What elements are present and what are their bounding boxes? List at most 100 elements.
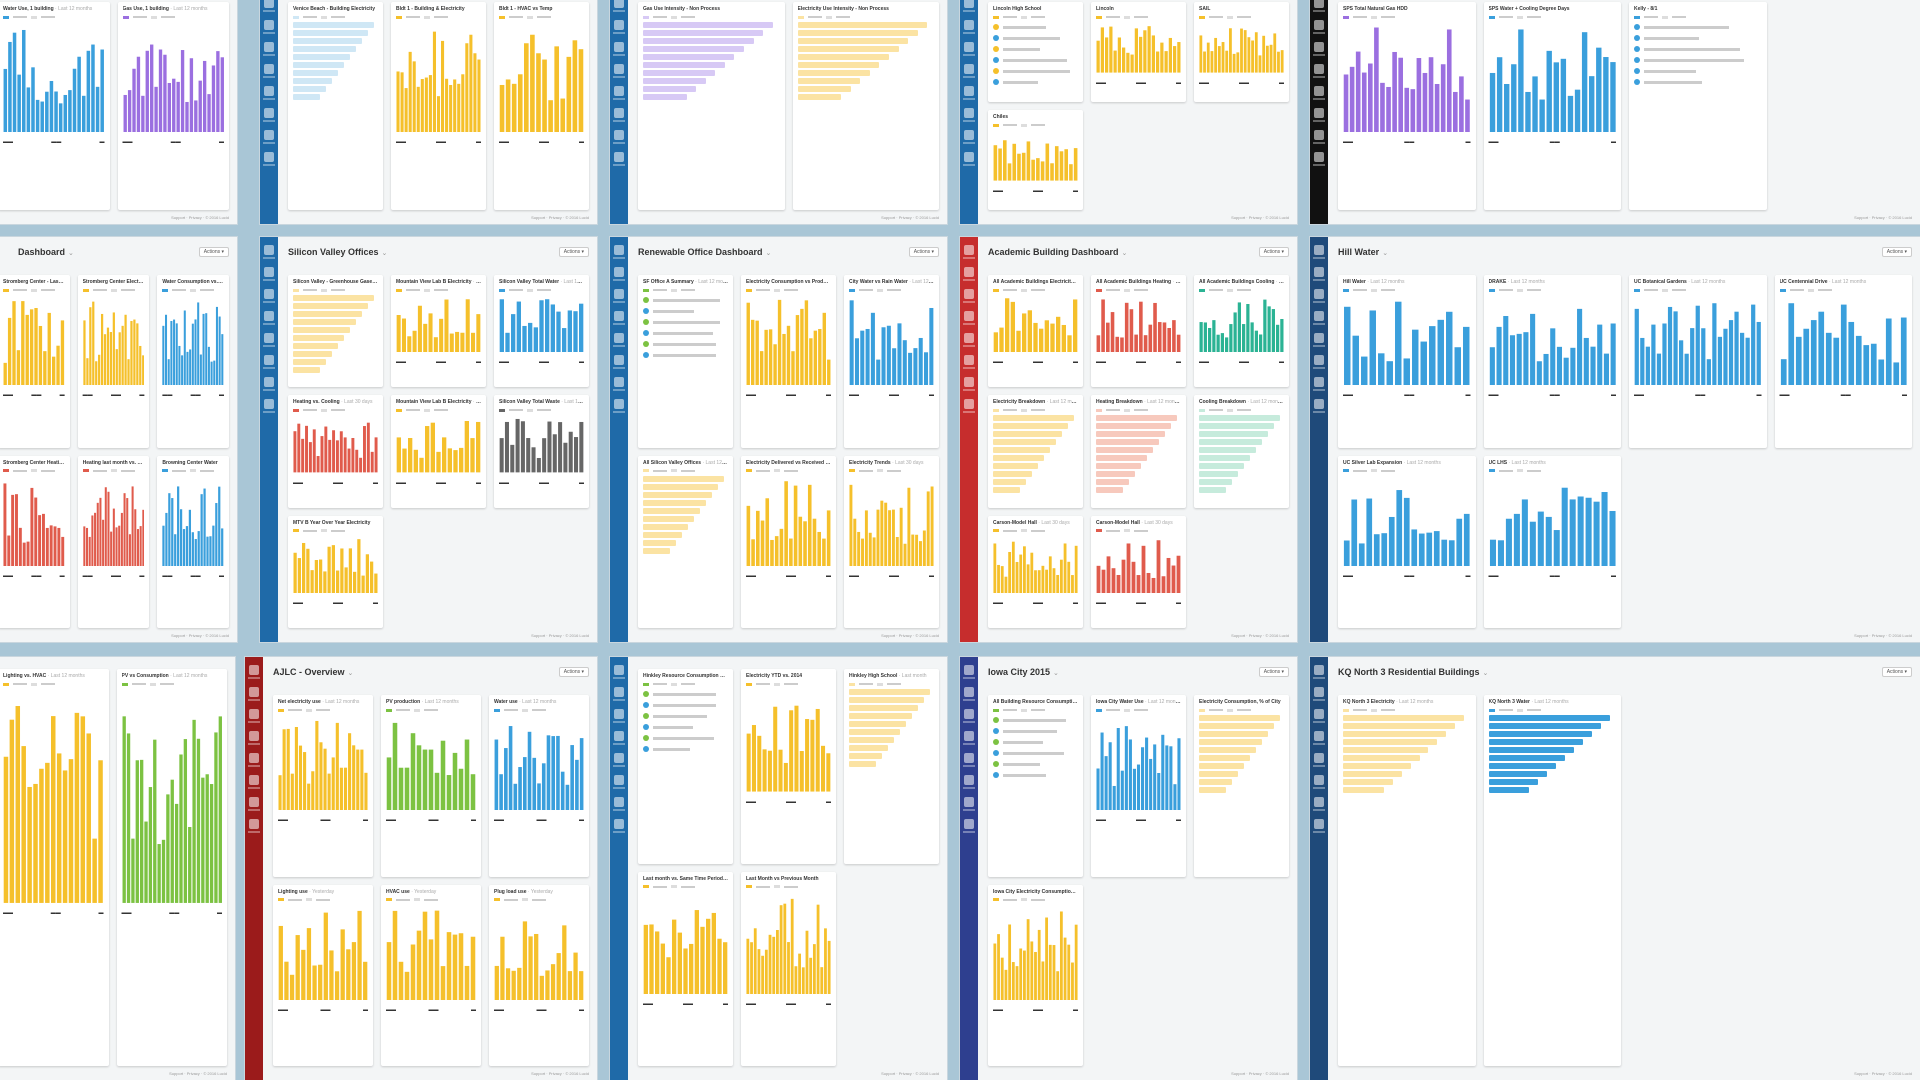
chevron-down-icon[interactable]: ⌄ <box>1482 670 1489 677</box>
dashboard-card[interactable]: Water Use, 1 building · Last 12 months ▬▬… <box>0 2 110 210</box>
nav-icon[interactable] <box>614 130 624 140</box>
dashboard-card[interactable]: Water Consumption vs. Outdoor Temperatur… <box>157 275 229 448</box>
footer-links[interactable]: Support · Privacy · © 2016 Lucid <box>1854 1071 1912 1076</box>
dashboard-card[interactable]: Kelly - 8/1 <box>1629 2 1767 210</box>
nav-icon[interactable] <box>264 289 274 299</box>
nav-icon[interactable] <box>264 108 274 118</box>
nav-icon[interactable] <box>614 152 624 162</box>
nav-icon[interactable] <box>964 775 974 785</box>
nav-icon[interactable] <box>614 731 624 741</box>
nav-icon[interactable] <box>249 753 259 763</box>
dashboard-title[interactable]: Dashboard ⌄ <box>18 247 74 257</box>
actions-button[interactable]: Actions ▾ <box>198 247 229 257</box>
nav-icon[interactable] <box>249 819 259 829</box>
nav-icon[interactable] <box>249 665 259 675</box>
nav-icon[interactable] <box>964 753 974 763</box>
nav-icon[interactable] <box>264 0 274 8</box>
dashboard-card[interactable]: Lighting vs. HVAC · Last 12 months ▬▬ ▬▬ ▬ <box>0 669 109 1066</box>
nav-icon[interactable] <box>1314 709 1324 719</box>
dashboard-card[interactable]: All Academic Buildings Electricity · Las… <box>988 275 1083 388</box>
dashboard-card[interactable]: KQ North 3 Electricity · Last 12 months <box>1338 695 1476 1066</box>
nav-icon[interactable] <box>964 20 974 30</box>
actions-button[interactable]: Actions ▾ <box>1881 667 1912 677</box>
chevron-down-icon[interactable]: ⌄ <box>68 250 74 257</box>
nav-icon[interactable] <box>1314 731 1324 741</box>
dashboard-card[interactable]: Bldt 1 - Building & Electricity ▬▬ ▬▬ ▬ <box>391 2 486 210</box>
nav-icon[interactable] <box>264 86 274 96</box>
dashboard-card[interactable]: Lighting use · Yesterday ▬▬ ▬▬ ▬ <box>273 884 373 1066</box>
dashboard-card[interactable]: Electricity Delivered vs Received · Last… <box>741 455 836 628</box>
dashboard-card[interactable]: Gas Use, 1 building · Last 12 months ▬▬ ▬▬… <box>117 2 229 210</box>
chevron-down-icon[interactable]: ⌄ <box>347 670 354 677</box>
dashboard-card[interactable]: Stromberg Center - Last Month vs. Previo… <box>0 275 70 448</box>
nav-icon[interactable] <box>614 819 624 829</box>
nav-icon[interactable] <box>964 819 974 829</box>
nav-icon[interactable] <box>964 130 974 140</box>
nav-icon[interactable] <box>614 289 624 299</box>
nav-icon[interactable] <box>264 355 274 365</box>
dashboard-title[interactable]: Academic Building Dashboard ⌄ <box>988 247 1128 257</box>
dashboard-card[interactable]: All Academic Buildings Cooling · Last 12… <box>1194 275 1289 388</box>
nav-icon[interactable] <box>264 311 274 321</box>
footer-links[interactable]: Support · Privacy · © 2016 Lucid <box>881 215 939 220</box>
dashboard-card[interactable]: Mountain View Lab B Electricity · Last 1… <box>391 275 486 388</box>
nav-icon[interactable] <box>964 311 974 321</box>
nav-icon[interactable] <box>1314 377 1324 387</box>
nav-icon[interactable] <box>614 245 624 255</box>
chevron-down-icon[interactable]: ⌄ <box>765 250 772 257</box>
nav-icon[interactable] <box>1314 797 1324 807</box>
actions-button[interactable]: Actions ▾ <box>908 247 939 257</box>
dashboard-card[interactable]: Browning Center Water ▬▬ ▬▬ ▬ <box>157 455 229 628</box>
nav-icon[interactable] <box>964 709 974 719</box>
actions-button[interactable]: Actions ▾ <box>558 247 589 257</box>
footer-links[interactable]: Support · Privacy · © 2016 Lucid <box>1854 215 1912 220</box>
footer-links[interactable]: Support · Privacy · © 2016 Lucid <box>531 633 589 638</box>
nav-icon[interactable] <box>964 355 974 365</box>
footer-links[interactable]: Support · Privacy · © 2016 Lucid <box>169 1071 227 1076</box>
dashboard-card[interactable]: Last month vs. Same Time Period Last Yea… <box>638 871 733 1066</box>
actions-button[interactable]: Actions ▾ <box>558 667 589 677</box>
nav-icon[interactable] <box>964 0 974 8</box>
dashboard-title[interactable]: KQ North 3 Residential Buildings ⌄ <box>1338 667 1489 677</box>
footer-links[interactable]: Support · Privacy · © 2016 Lucid <box>1231 633 1289 638</box>
dashboard-card[interactable]: Carson-Model Hall · Last 30 days ▬▬ ▬▬ ▬ <box>1091 515 1186 628</box>
dashboard-title[interactable]: Iowa City 2015 ⌄ <box>988 667 1059 677</box>
actions-button[interactable]: Actions ▾ <box>1881 247 1912 257</box>
dashboard-card[interactable]: Chiles ▬▬ ▬▬ ▬ <box>988 110 1083 210</box>
nav-icon[interactable] <box>264 64 274 74</box>
nav-icon[interactable] <box>614 797 624 807</box>
nav-icon[interactable] <box>264 130 274 140</box>
dashboard-card[interactable]: MTV B Year Over Year Electricity ▬▬ ▬▬ ▬ <box>288 515 383 628</box>
dashboard-card[interactable]: Silicon Valley Total Water · Last 12 mon… <box>494 275 589 388</box>
nav-icon[interactable] <box>614 709 624 719</box>
dashboard-card[interactable]: All Silicon Valley Offices · Last 12 mon… <box>638 455 733 628</box>
chevron-down-icon[interactable]: ⌄ <box>381 250 388 257</box>
dashboard-title[interactable]: AJLC - Overview ⌄ <box>273 667 354 677</box>
nav-icon[interactable] <box>249 709 259 719</box>
footer-links[interactable]: Support · Privacy · © 2016 Lucid <box>171 215 229 220</box>
nav-icon[interactable] <box>1314 245 1324 255</box>
nav-icon[interactable] <box>614 0 624 8</box>
dashboard-card[interactable]: Electricity YTD vs. 2014 ▬▬ ▬▬ ▬ <box>741 669 836 864</box>
dashboard-card[interactable]: Lincoln High School <box>988 2 1083 102</box>
dashboard-card[interactable]: Bldt 1 - HVAC vs Temp ▬▬ ▬▬ ▬ <box>494 2 589 210</box>
dashboard-card[interactable]: Stromberg Center Heating ▬▬ ▬▬ ▬ <box>0 455 70 628</box>
dashboard-card[interactable]: HVAC use · Yesterday ▬▬ ▬▬ ▬ <box>381 884 481 1066</box>
nav-icon[interactable] <box>264 399 274 409</box>
dashboard-card[interactable]: Cooling Breakdown · Last 12 months <box>1194 395 1289 508</box>
nav-icon[interactable] <box>264 152 274 162</box>
dashboard-card[interactable]: Plug load use · Yesterday ▬▬ ▬▬ ▬ <box>489 884 589 1066</box>
footer-links[interactable]: Support · Privacy · © 2016 Lucid <box>1231 215 1289 220</box>
nav-icon[interactable] <box>964 245 974 255</box>
nav-icon[interactable] <box>1314 20 1324 30</box>
nav-icon[interactable] <box>614 64 624 74</box>
nav-icon[interactable] <box>1314 819 1324 829</box>
nav-icon[interactable] <box>964 267 974 277</box>
nav-icon[interactable] <box>964 42 974 52</box>
nav-icon[interactable] <box>614 267 624 277</box>
nav-icon[interactable] <box>249 731 259 741</box>
nav-icon[interactable] <box>964 64 974 74</box>
dashboard-card[interactable]: DRAKE · Last 12 months ▬▬ ▬▬ ▬ <box>1483 275 1621 448</box>
nav-icon[interactable] <box>264 377 274 387</box>
nav-icon[interactable] <box>614 42 624 52</box>
